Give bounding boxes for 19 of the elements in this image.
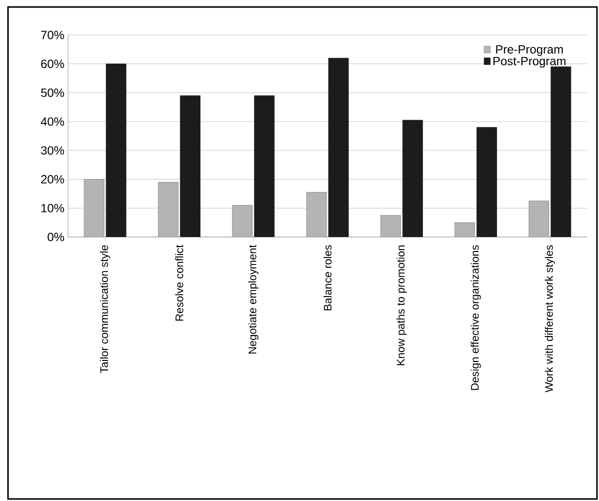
- y-tick-label: 40%: [40, 117, 64, 126]
- x-tick-label: Know paths to promotion: [396, 246, 407, 366]
- x-tick-label: Work with different work styles: [544, 245, 556, 392]
- x-tick-label: Negotiate employment: [248, 244, 258, 354]
- y-tick-label: 60%: [41, 60, 64, 68]
- x-tick-label: Design effective organizations: [470, 245, 481, 390]
- y-tick-label: 20%: [41, 175, 64, 184]
- y-tick-label: 10%: [41, 204, 64, 212]
- y-tick-label: 50%: [41, 88, 64, 97]
- legend-label: Post-Program: [493, 56, 566, 68]
- y-tick-label: 70%: [41, 30, 64, 40]
- x-tick-label: Resolve conflict: [175, 244, 184, 321]
- y-tick-label: 0%: [48, 232, 64, 242]
- bar: [380, 215, 401, 237]
- bar: [454, 222, 475, 237]
- legend-label: Pre-Program: [496, 45, 563, 56]
- y-tick-label: 30%: [41, 146, 64, 155]
- x-tick-label: Tailor communication style: [100, 245, 110, 374]
- x-tick-label: Balance roles: [323, 245, 332, 310]
